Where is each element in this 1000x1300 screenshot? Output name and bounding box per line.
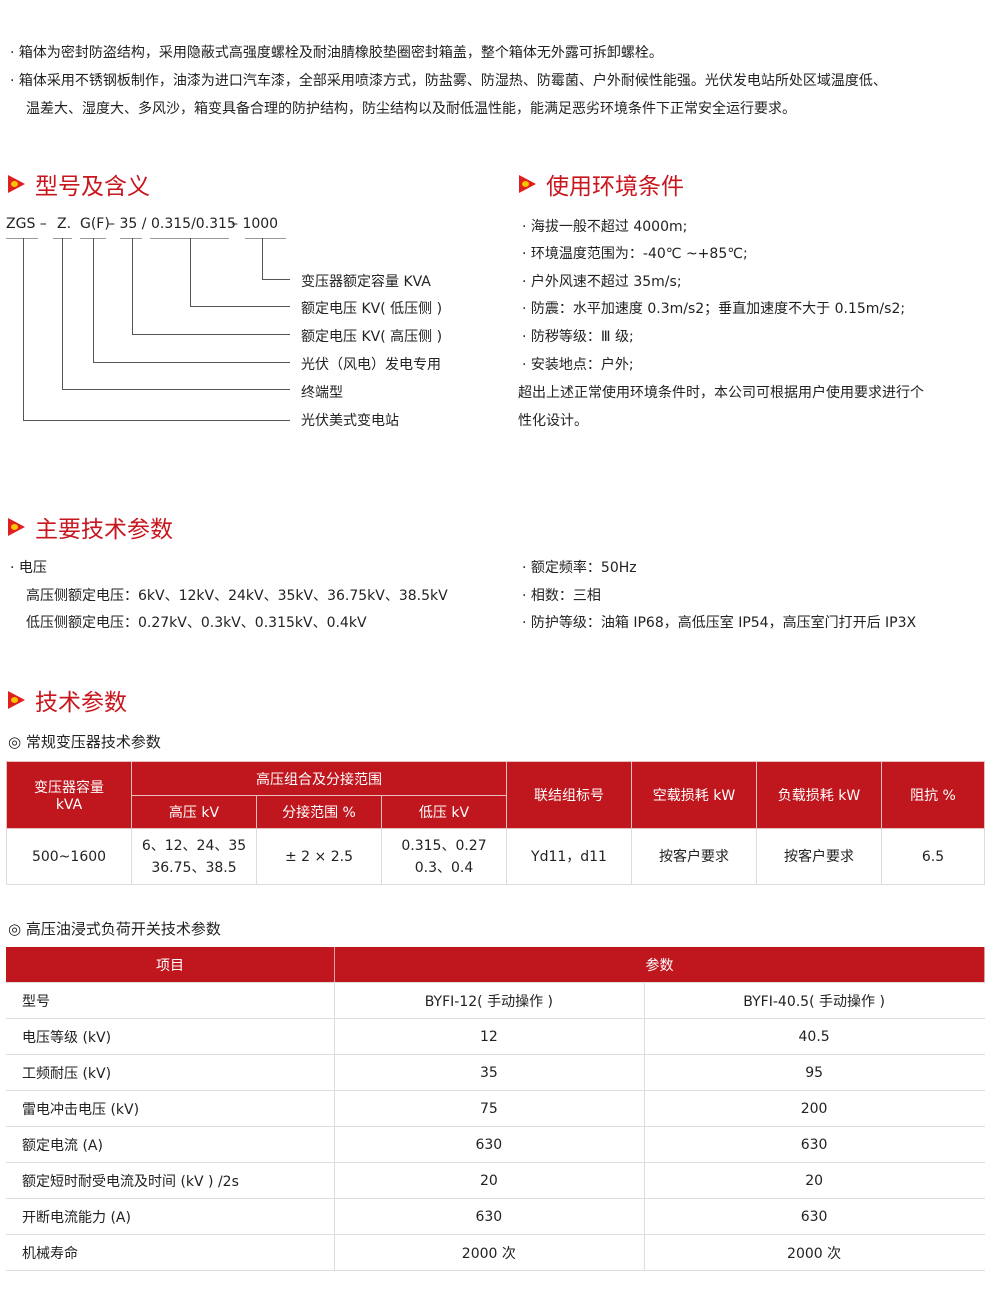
table-cell: 630 xyxy=(644,1126,985,1163)
table-cell: 雷电冲击电压 (kV) xyxy=(6,1090,335,1127)
table-cell: 2000 次 xyxy=(644,1234,985,1271)
table-cell: 额定短时耐受电流及时间 (kV ) /2s xyxy=(6,1162,335,1199)
td: 6、12、24、35 36.75、38.5 xyxy=(131,828,257,885)
td: 500~1600 xyxy=(6,828,132,885)
table-row: 电压等级 (kV) 12 40.5 xyxy=(6,1018,985,1055)
table-cell: 630 xyxy=(644,1198,985,1235)
env-note: 性化设计。 xyxy=(518,413,588,429)
table-cell: 75 xyxy=(334,1090,645,1127)
table-cell: 40.5 xyxy=(644,1018,985,1055)
section-model-heading: 型号及含义 xyxy=(8,167,150,201)
table-cell: 开断电流能力 (A) xyxy=(6,1198,335,1235)
th: 空载损耗 kW xyxy=(631,761,757,829)
arrow-icon xyxy=(8,518,25,536)
model-label: 光伏美式变电站 xyxy=(301,413,399,429)
table-cell: 型号 xyxy=(6,982,335,1019)
td: ± 2 × 2.5 xyxy=(256,828,382,885)
env-item: · 防秽等级：Ⅲ 级; xyxy=(522,329,634,345)
model-label: 额定电压 KV( 高压侧 ) xyxy=(301,329,443,345)
table-cell: BYFI-12( 手动操作 ) xyxy=(334,982,645,1019)
model-code-4: – 35 / xyxy=(108,216,147,232)
intro-line-2: · 箱体采用不锈钢板制作，油漆为进口汽车漆，全部采用喷漆方式，防盐雾、防湿热、防… xyxy=(10,73,887,89)
th: 低压 kV xyxy=(381,795,507,829)
th: 高压组合及分接范围 xyxy=(131,761,507,796)
env-note: 超出上述正常使用环境条件时，本公司可根据用户使用要求进行个 xyxy=(518,385,924,401)
th: 联结组标号 xyxy=(506,761,632,829)
subheading-1: ◎ 常规变压器技术参数 xyxy=(8,733,161,751)
td: 按客户要求 xyxy=(756,828,882,885)
env-item: · 户外风速不超过 35m/s; xyxy=(522,274,682,290)
table-cell: 机械寿命 xyxy=(6,1234,335,1271)
table-row: 机械寿命 2000 次 2000 次 xyxy=(6,1234,985,1271)
model-code-2: Z. xyxy=(57,216,72,232)
table-row: 额定短时耐受电流及时间 (kV ) /2s 20 20 xyxy=(6,1162,985,1199)
model-code-5: 0.315/0.315 xyxy=(151,216,236,232)
main-left: 高压侧额定电压：6kV、12kV、24kV、35kV、36.75kV、38.5k… xyxy=(26,588,448,604)
env-item: · 安装地点：户外; xyxy=(522,357,634,373)
section-env-heading: 使用环境条件 xyxy=(519,167,684,201)
model-code-1: ZGS – xyxy=(6,216,47,232)
table-cell: 630 xyxy=(334,1126,645,1163)
th: 高压 kV xyxy=(131,795,257,829)
table-cell: 35 xyxy=(334,1054,645,1091)
th: 负载损耗 kW xyxy=(756,761,882,829)
arrow-icon xyxy=(8,175,25,193)
td: Yd11，d11 xyxy=(506,828,632,885)
main-left: 低压侧额定电压：0.27kV、0.3kV、0.315kV、0.4kV xyxy=(26,615,367,631)
table-cell: 630 xyxy=(334,1198,645,1235)
model-code-6: – 1000 xyxy=(231,216,279,232)
th: 阻抗 % xyxy=(881,761,985,829)
table-cell: 2000 次 xyxy=(334,1234,645,1271)
model-label: 终端型 xyxy=(301,385,343,401)
table-cell: 95 xyxy=(644,1054,985,1091)
main-left: · 电压 xyxy=(10,560,47,576)
env-item: · 环境温度范围为：-40℃ ~+85℃; xyxy=(522,246,748,262)
td: 6.5 xyxy=(881,828,985,885)
arrow-icon xyxy=(519,175,536,193)
table-row: 雷电冲击电压 (kV) 75 200 xyxy=(6,1090,985,1127)
section-tech-heading: 技术参数 xyxy=(8,683,127,717)
arrow-icon xyxy=(8,691,25,709)
section-main-heading: 主要技术参数 xyxy=(8,510,173,544)
table-cell: 20 xyxy=(334,1162,645,1199)
table-row: 型号 BYFI-12( 手动操作 ) BYFI-40.5( 手动操作 ) xyxy=(6,982,985,1019)
td: 0.315、0.27 0.3、0.4 xyxy=(381,828,507,885)
table-row: 开断电流能力 (A) 630 630 xyxy=(6,1198,985,1235)
th: 变压器容量 kVA xyxy=(6,761,132,829)
th: 项目 xyxy=(6,947,335,983)
table-cell: 工频耐压 (kV) xyxy=(6,1054,335,1091)
model-label: 变压器额定容量 KVA xyxy=(301,274,431,290)
model-label: 额定电压 KV( 低压侧 ) xyxy=(301,301,443,317)
table-cell: BYFI-40.5( 手动操作 ) xyxy=(644,982,985,1019)
main-right: · 额定频率：50Hz xyxy=(522,560,637,576)
th: 分接范围 % xyxy=(256,795,382,829)
table-row: 额定电流 (A) 630 630 xyxy=(6,1126,985,1163)
th: 参数 xyxy=(334,947,985,983)
intro-line-1: · 箱体为密封防盗结构，采用隐蔽式高强度螺栓及耐油腈橡胶垫圈密封箱盖，整个箱体无… xyxy=(10,45,663,61)
env-item: · 海拔一般不超过 4000m; xyxy=(522,219,688,235)
main-right: · 防护等级：油箱 IP68，高低压室 IP54，高压室门打开后 IP3X xyxy=(522,615,917,631)
table-cell: 12 xyxy=(334,1018,645,1055)
table-cell: 额定电流 (A) xyxy=(6,1126,335,1163)
env-item: · 防震：水平加速度 0.3m/s2；垂直加速度不大于 0.15m/s2; xyxy=(522,301,906,317)
transformer-table: 变压器容量 kVA 高压组合及分接范围 联结组标号 空载损耗 kW 负载损耗 kW… xyxy=(6,761,985,885)
model-code-3: G(F) xyxy=(80,216,110,232)
model-label: 光伏（风电）发电专用 xyxy=(301,357,441,373)
table-cell: 电压等级 (kV) xyxy=(6,1018,335,1055)
subheading-2: ◎ 高压油浸式负荷开关技术参数 xyxy=(8,920,221,938)
main-right: · 相数：三相 xyxy=(522,588,601,604)
table-cell: 200 xyxy=(644,1090,985,1127)
table-cell: 20 xyxy=(644,1162,985,1199)
td: 按客户要求 xyxy=(631,828,757,885)
switch-table: 项目 参数 型号 BYFI-12( 手动操作 ) BYFI-40.5( 手动操作 ) 电… xyxy=(6,947,985,1271)
intro-line-3: 温差大、湿度大、多风沙，箱变具备合理的防护结构，防尘结构以及耐低温性能，能满足恶… xyxy=(26,101,796,117)
table-row: 工频耐压 (kV) 35 95 xyxy=(6,1054,985,1091)
